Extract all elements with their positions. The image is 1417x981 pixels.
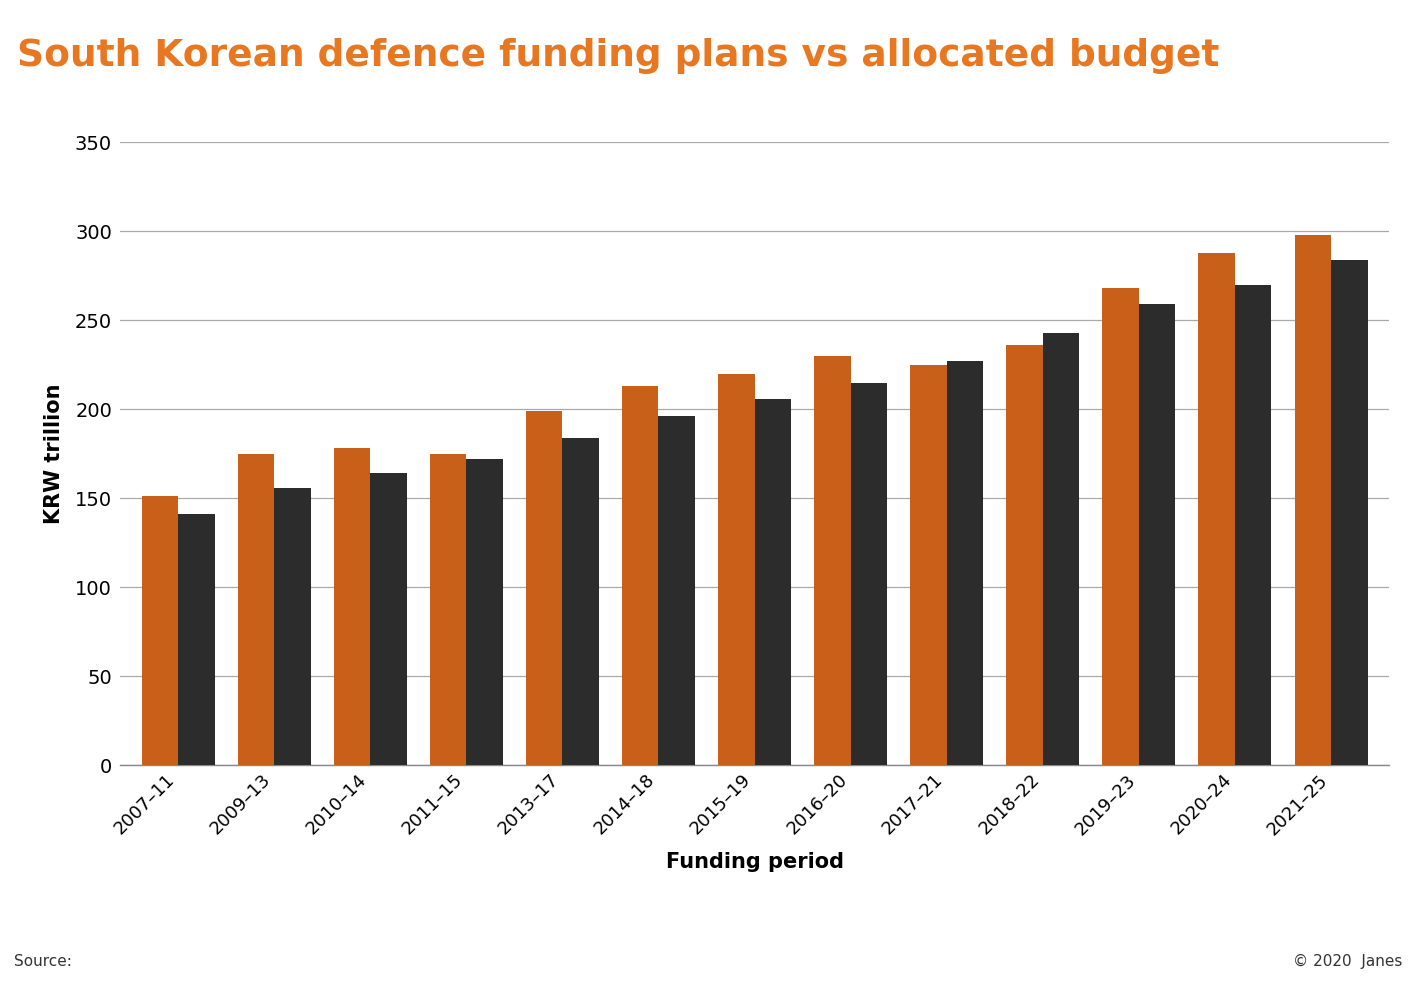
Text: South Korean defence funding plans vs allocated budget: South Korean defence funding plans vs al… [17, 38, 1220, 75]
Bar [466, 459, 503, 765]
Bar [622, 387, 659, 765]
Bar [1043, 333, 1080, 765]
Bar [563, 438, 599, 765]
Bar [334, 448, 370, 765]
Bar [1006, 345, 1043, 765]
Bar [1139, 304, 1175, 765]
Bar [850, 383, 887, 765]
Bar [1199, 252, 1236, 765]
Bar [273, 488, 310, 765]
Text: © 2020  Janes: © 2020 Janes [1294, 955, 1403, 969]
Bar [755, 398, 791, 765]
X-axis label: Funding period: Funding period [666, 852, 843, 872]
Bar [370, 473, 407, 765]
Bar [910, 365, 947, 765]
Y-axis label: KRW trillion: KRW trillion [44, 384, 64, 524]
Text: Source:: Source: [14, 955, 72, 969]
Bar [1331, 260, 1367, 765]
Bar [238, 453, 273, 765]
Bar [1295, 234, 1331, 765]
Bar [179, 514, 214, 765]
Bar [1236, 284, 1271, 765]
Bar [815, 356, 850, 765]
Bar [718, 374, 755, 765]
Bar [429, 453, 466, 765]
Bar [526, 411, 563, 765]
Bar [947, 361, 983, 765]
Bar [1102, 288, 1139, 765]
Bar [659, 416, 694, 765]
Bar [142, 496, 179, 765]
